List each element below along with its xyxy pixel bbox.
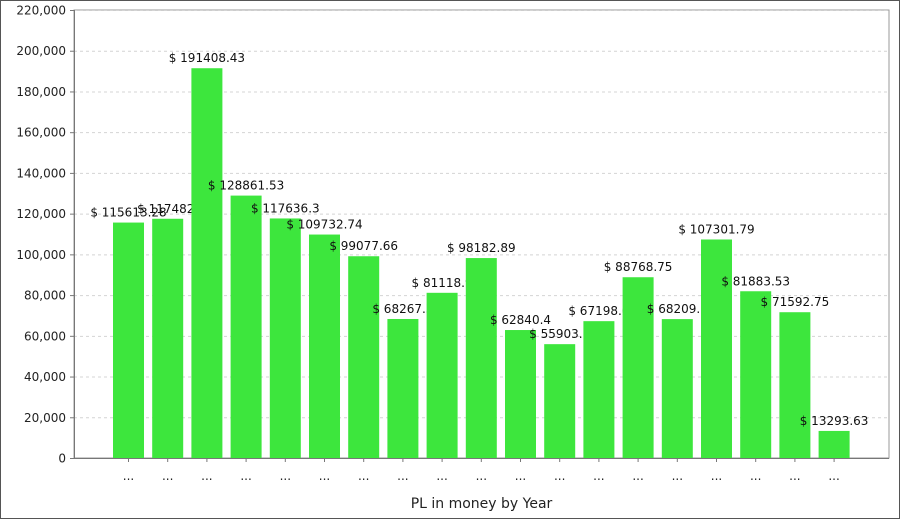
bar — [426, 292, 458, 458]
y-tick-label: 40,000 — [24, 370, 66, 384]
bar — [701, 239, 732, 458]
x-tick-label: ... — [750, 469, 761, 483]
y-tick-label: 100,000 — [16, 248, 66, 262]
data-label: $ 107301.79 — [678, 222, 754, 236]
bar — [661, 319, 693, 458]
data-label: $ 68267.3 — [372, 302, 433, 316]
x-tick-label: ... — [789, 469, 800, 483]
data-label: $ 13293.63 — [800, 414, 869, 428]
y-tick-label: 160,000 — [16, 126, 66, 140]
x-tick-label: ... — [123, 469, 134, 483]
x-tick-label: ... — [397, 469, 408, 483]
y-tick-label: 220,000 — [16, 4, 66, 18]
bar — [740, 291, 772, 458]
bar — [465, 258, 497, 458]
data-label: $ 191408.43 — [169, 51, 245, 65]
data-label: $ 71592.75 — [761, 295, 830, 309]
x-tick-label: ... — [162, 469, 173, 483]
x-tick-label: ... — [201, 469, 212, 483]
y-tick-label: 20,000 — [24, 411, 66, 425]
data-label: $ 55903.7 — [529, 327, 590, 341]
data-label: $ 81118.9 — [412, 276, 473, 290]
data-label: $ 117482. — [137, 202, 198, 216]
data-label: $ 88768.75 — [604, 260, 673, 274]
data-label: $ 109732.74 — [286, 218, 362, 232]
x-tick-label: ... — [554, 469, 565, 483]
x-tick-label: ... — [672, 469, 683, 483]
y-tick-label: 180,000 — [16, 85, 66, 99]
x-tick-label: ... — [632, 469, 643, 483]
x-tick-label: ... — [240, 469, 251, 483]
bar — [269, 218, 301, 458]
y-tick-label: 0 — [58, 452, 66, 466]
x-tick-label: ... — [593, 469, 604, 483]
data-label: $ 81883.53 — [721, 274, 790, 288]
data-label: $ 99077.66 — [329, 239, 398, 253]
bar — [544, 344, 576, 458]
bar — [152, 218, 184, 458]
bar — [583, 321, 615, 458]
data-label: $ 68209.0 — [647, 302, 708, 316]
x-tick-label: ... — [515, 469, 526, 483]
bar — [622, 277, 654, 458]
x-tick-label: ... — [711, 469, 722, 483]
x-tick-label: ... — [828, 469, 839, 483]
bar — [113, 222, 144, 458]
data-label: $ 98182.89 — [447, 241, 516, 255]
y-tick-label: 80,000 — [24, 289, 66, 303]
data-label: $ 115613.28 — [90, 206, 166, 220]
bar — [309, 234, 340, 458]
bar — [387, 318, 419, 458]
y-tick-label: 140,000 — [16, 166, 66, 180]
data-label: $ 62840.4 — [490, 313, 551, 327]
y-tick-label: 120,000 — [16, 207, 66, 221]
x-tick-label: ... — [319, 469, 330, 483]
bar — [191, 68, 223, 458]
bar — [779, 312, 811, 458]
y-tick-label: 60,000 — [24, 329, 66, 343]
data-label: $ 67198.6 — [568, 304, 629, 318]
bar — [505, 330, 536, 458]
data-label: $ 117636.3 — [251, 201, 320, 215]
x-axis-title: PL in money by Year — [411, 496, 553, 512]
bar — [348, 256, 380, 458]
x-tick-label: ... — [358, 469, 369, 483]
x-tick-label: ... — [436, 469, 447, 483]
data-label: $ 128861.53 — [208, 179, 284, 193]
bar — [230, 195, 262, 458]
bar — [818, 430, 850, 458]
y-tick-label: 200,000 — [16, 44, 66, 58]
x-tick-label: ... — [280, 469, 291, 483]
x-tick-label: ... — [476, 469, 487, 483]
